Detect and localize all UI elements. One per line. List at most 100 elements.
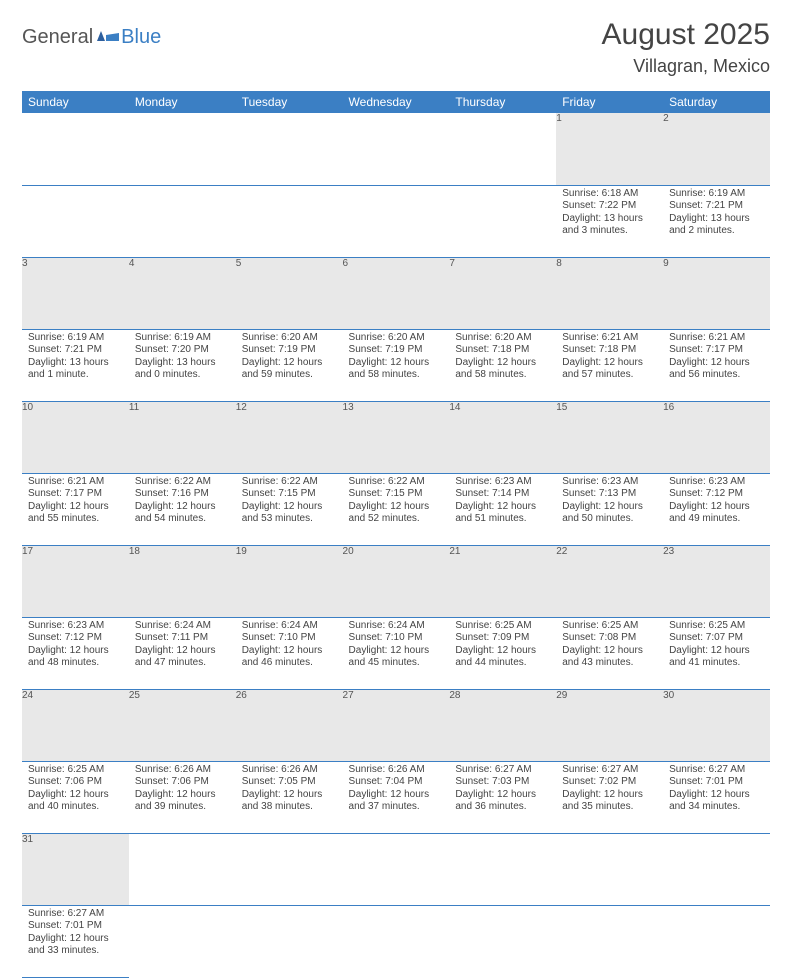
sunset-text: Sunset: 7:06 PM xyxy=(135,776,230,789)
day-header: Wednesday xyxy=(343,91,450,113)
daylight-text: Daylight: 12 hours and 56 minutes. xyxy=(669,357,764,382)
day-detail-cell: Sunrise: 6:18 AMSunset: 7:22 PMDaylight:… xyxy=(556,185,663,257)
calendar-table: SundayMondayTuesdayWednesdayThursdayFrid… xyxy=(22,91,770,978)
daylight-text: Daylight: 12 hours and 41 minutes. xyxy=(669,645,764,670)
logo-flag-icon xyxy=(97,29,119,48)
sunset-text: Sunset: 7:04 PM xyxy=(349,776,444,789)
daylight-text: Daylight: 12 hours and 48 minutes. xyxy=(28,645,123,670)
sunset-text: Sunset: 7:19 PM xyxy=(242,344,337,357)
day-detail-cell: Sunrise: 6:22 AMSunset: 7:15 PMDaylight:… xyxy=(343,473,450,545)
day-detail-cell: Sunrise: 6:25 AMSunset: 7:08 PMDaylight:… xyxy=(556,617,663,689)
daylight-text: Daylight: 12 hours and 57 minutes. xyxy=(562,357,657,382)
day-number-cell: 20 xyxy=(343,545,450,617)
daylight-text: Daylight: 12 hours and 39 minutes. xyxy=(135,789,230,814)
sunset-text: Sunset: 7:13 PM xyxy=(562,488,657,501)
day-header: Tuesday xyxy=(236,91,343,113)
sunrise-text: Sunrise: 6:20 AM xyxy=(349,332,444,345)
day-detail-cell xyxy=(663,905,770,977)
day-number-cell: 6 xyxy=(343,257,450,329)
daylight-text: Daylight: 12 hours and 40 minutes. xyxy=(28,789,123,814)
day-number-cell xyxy=(449,113,556,185)
sunset-text: Sunset: 7:12 PM xyxy=(669,488,764,501)
sunrise-text: Sunrise: 6:26 AM xyxy=(135,764,230,777)
sunrise-text: Sunrise: 6:18 AM xyxy=(562,188,657,201)
daylight-text: Daylight: 13 hours and 2 minutes. xyxy=(669,213,764,238)
sunset-text: Sunset: 7:10 PM xyxy=(242,632,337,645)
day-detail-cell: Sunrise: 6:27 AMSunset: 7:02 PMDaylight:… xyxy=(556,761,663,833)
daylight-text: Daylight: 12 hours and 34 minutes. xyxy=(669,789,764,814)
day-detail-cell: Sunrise: 6:23 AMSunset: 7:13 PMDaylight:… xyxy=(556,473,663,545)
day-detail-cell: Sunrise: 6:21 AMSunset: 7:18 PMDaylight:… xyxy=(556,329,663,401)
daylight-text: Daylight: 13 hours and 0 minutes. xyxy=(135,357,230,382)
day-detail-cell: Sunrise: 6:20 AMSunset: 7:19 PMDaylight:… xyxy=(236,329,343,401)
day-number-cell: 12 xyxy=(236,401,343,473)
day-number-cell: 1 xyxy=(556,113,663,185)
detail-row: Sunrise: 6:21 AMSunset: 7:17 PMDaylight:… xyxy=(22,473,770,545)
day-number-cell xyxy=(129,833,236,905)
day-number-cell: 23 xyxy=(663,545,770,617)
day-number-cell: 7 xyxy=(449,257,556,329)
day-number-cell: 5 xyxy=(236,257,343,329)
sunrise-text: Sunrise: 6:24 AM xyxy=(135,620,230,633)
sunrise-text: Sunrise: 6:25 AM xyxy=(669,620,764,633)
daylight-text: Daylight: 12 hours and 38 minutes. xyxy=(242,789,337,814)
detail-row: Sunrise: 6:25 AMSunset: 7:06 PMDaylight:… xyxy=(22,761,770,833)
day-detail-cell: Sunrise: 6:25 AMSunset: 7:07 PMDaylight:… xyxy=(663,617,770,689)
day-detail-cell xyxy=(22,185,129,257)
day-detail-cell: Sunrise: 6:23 AMSunset: 7:14 PMDaylight:… xyxy=(449,473,556,545)
sunrise-text: Sunrise: 6:23 AM xyxy=(28,620,123,633)
sunrise-text: Sunrise: 6:27 AM xyxy=(28,908,123,921)
daylight-text: Daylight: 12 hours and 36 minutes. xyxy=(455,789,550,814)
day-number-cell xyxy=(129,113,236,185)
logo-text-blue: Blue xyxy=(121,26,161,49)
daylight-text: Daylight: 12 hours and 45 minutes. xyxy=(349,645,444,670)
day-detail-cell: Sunrise: 6:20 AMSunset: 7:18 PMDaylight:… xyxy=(449,329,556,401)
day-detail-cell: Sunrise: 6:19 AMSunset: 7:21 PMDaylight:… xyxy=(663,185,770,257)
day-number-cell: 28 xyxy=(449,689,556,761)
sunrise-text: Sunrise: 6:27 AM xyxy=(669,764,764,777)
day-number-cell: 14 xyxy=(449,401,556,473)
sunrise-text: Sunrise: 6:24 AM xyxy=(242,620,337,633)
day-detail-cell: Sunrise: 6:24 AMSunset: 7:10 PMDaylight:… xyxy=(343,617,450,689)
day-number-cell: 4 xyxy=(129,257,236,329)
sunset-text: Sunset: 7:16 PM xyxy=(135,488,230,501)
sunset-text: Sunset: 7:08 PM xyxy=(562,632,657,645)
day-detail-cell: Sunrise: 6:23 AMSunset: 7:12 PMDaylight:… xyxy=(22,617,129,689)
sunset-text: Sunset: 7:06 PM xyxy=(28,776,123,789)
day-detail-cell: Sunrise: 6:27 AMSunset: 7:01 PMDaylight:… xyxy=(22,905,129,977)
sunset-text: Sunset: 7:14 PM xyxy=(455,488,550,501)
day-detail-cell xyxy=(236,185,343,257)
sunrise-text: Sunrise: 6:22 AM xyxy=(349,476,444,489)
sunset-text: Sunset: 7:01 PM xyxy=(669,776,764,789)
daylight-text: Daylight: 12 hours and 58 minutes. xyxy=(349,357,444,382)
daynum-row: 17181920212223 xyxy=(22,545,770,617)
daylight-text: Daylight: 13 hours and 1 minute. xyxy=(28,357,123,382)
day-detail-cell: Sunrise: 6:24 AMSunset: 7:10 PMDaylight:… xyxy=(236,617,343,689)
title-block: August 2025 Villagran, Mexico xyxy=(602,18,770,77)
sunset-text: Sunset: 7:03 PM xyxy=(455,776,550,789)
day-detail-cell xyxy=(236,905,343,977)
sunrise-text: Sunrise: 6:25 AM xyxy=(455,620,550,633)
daynum-row: 10111213141516 xyxy=(22,401,770,473)
sunrise-text: Sunrise: 6:21 AM xyxy=(669,332,764,345)
day-detail-cell: Sunrise: 6:27 AMSunset: 7:01 PMDaylight:… xyxy=(663,761,770,833)
day-number-cell: 27 xyxy=(343,689,450,761)
daylight-text: Daylight: 12 hours and 43 minutes. xyxy=(562,645,657,670)
daylight-text: Daylight: 12 hours and 59 minutes. xyxy=(242,357,337,382)
day-number-cell: 26 xyxy=(236,689,343,761)
day-number-cell: 10 xyxy=(22,401,129,473)
day-number-cell: 16 xyxy=(663,401,770,473)
sunset-text: Sunset: 7:22 PM xyxy=(562,200,657,213)
day-detail-cell: Sunrise: 6:21 AMSunset: 7:17 PMDaylight:… xyxy=(663,329,770,401)
daynum-row: 12 xyxy=(22,113,770,185)
day-header: Monday xyxy=(129,91,236,113)
daylight-text: Daylight: 12 hours and 47 minutes. xyxy=(135,645,230,670)
day-number-cell: 8 xyxy=(556,257,663,329)
sunset-text: Sunset: 7:19 PM xyxy=(349,344,444,357)
day-number-cell: 19 xyxy=(236,545,343,617)
sunset-text: Sunset: 7:18 PM xyxy=(562,344,657,357)
daynum-row: 3456789 xyxy=(22,257,770,329)
sunset-text: Sunset: 7:18 PM xyxy=(455,344,550,357)
sunrise-text: Sunrise: 6:21 AM xyxy=(562,332,657,345)
day-detail-cell xyxy=(556,905,663,977)
